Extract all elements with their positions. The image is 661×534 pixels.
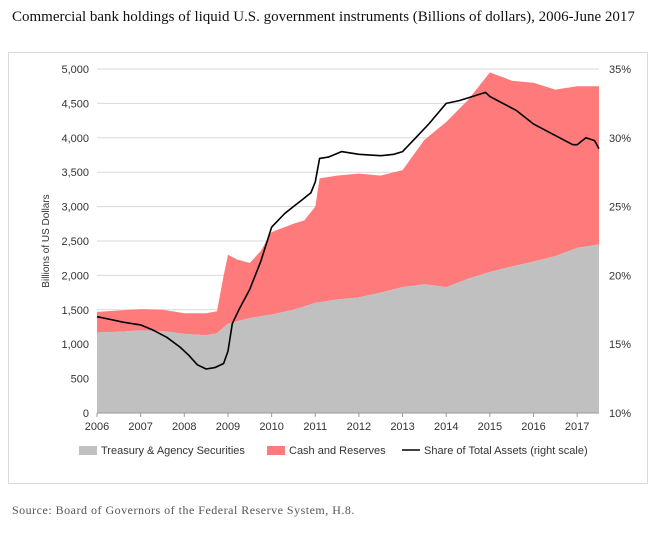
y2-tick-label: 35%: [609, 64, 631, 76]
y2-tick-label: 10%: [609, 408, 631, 420]
share-of-assets-line: [96, 91, 600, 370]
y-tick-label: 5,000: [61, 64, 89, 76]
y-tick-label: 500: [71, 374, 89, 386]
y-tick-label: 2,000: [61, 270, 89, 282]
x-tick-label: 2008: [172, 421, 196, 433]
source-note: Source: Board of Governors of the Federa…: [12, 503, 355, 517]
x-tick-label: 2010: [259, 421, 283, 433]
x-tick-label: 2012: [347, 421, 371, 433]
legend-swatch: [79, 446, 97, 455]
x-tick-label: 2007: [128, 421, 152, 433]
x-tick-label: 2006: [85, 421, 109, 433]
y-tick-label: 1,500: [61, 305, 89, 317]
treasury-agency-area: [97, 244, 599, 413]
x-tick-label: 2011: [303, 421, 327, 433]
legend-label: Share of Total Assets (right scale): [424, 445, 588, 457]
legend-label: Treasury & Agency Securities: [101, 445, 245, 457]
y2-tick-label: 15%: [609, 339, 631, 351]
legend-swatch: [267, 446, 285, 455]
legend-label: Cash and Reserves: [289, 445, 386, 457]
y2-tick-label: 30%: [609, 133, 631, 145]
x-tick-label: 2016: [521, 421, 545, 433]
y-tick-label: 4,500: [61, 98, 89, 110]
chart-svg: 0 500 1,000 1,500 2,000 2,500 3,000 3,500 4,000 4…: [41, 64, 631, 457]
y-tick-label: 3,500: [61, 167, 89, 179]
x-tick-label: 2013: [390, 421, 414, 433]
y-tick-label: 2,500: [61, 236, 89, 248]
y2-tick-label: 25%: [609, 202, 631, 214]
x-tick-label: 2017: [565, 421, 589, 433]
chart-line: [96, 91, 600, 370]
chart-frame: 0 500 1,000 1,500 2,000 2,500 3,000 3,500 4,000 4…: [8, 52, 648, 484]
y-tick-label: 0: [83, 408, 89, 420]
y2-tick-label: 20%: [609, 270, 631, 282]
chart-legend: Treasury & Agency Securities Cash and Res…: [79, 445, 588, 457]
x-tick-label: 2014: [434, 421, 458, 433]
x-tick-label: 2009: [216, 421, 240, 433]
chart-title: Commercial bank holdings of liquid U.S. …: [12, 9, 635, 25]
y-tick-label: 1,000: [61, 339, 89, 351]
y-axis-label: Billions of US Dollars: [41, 194, 52, 287]
cash-reserves-area: [97, 72, 599, 336]
y-tick-label: 3,000: [61, 202, 89, 214]
chart-axes: 0 500 1,000 1,500 2,000 2,500 3,000 3,500 4,000 4…: [61, 64, 631, 433]
x-tick-label: 2015: [478, 421, 502, 433]
chart-areas: [97, 72, 599, 413]
y-tick-label: 4,000: [61, 133, 89, 145]
